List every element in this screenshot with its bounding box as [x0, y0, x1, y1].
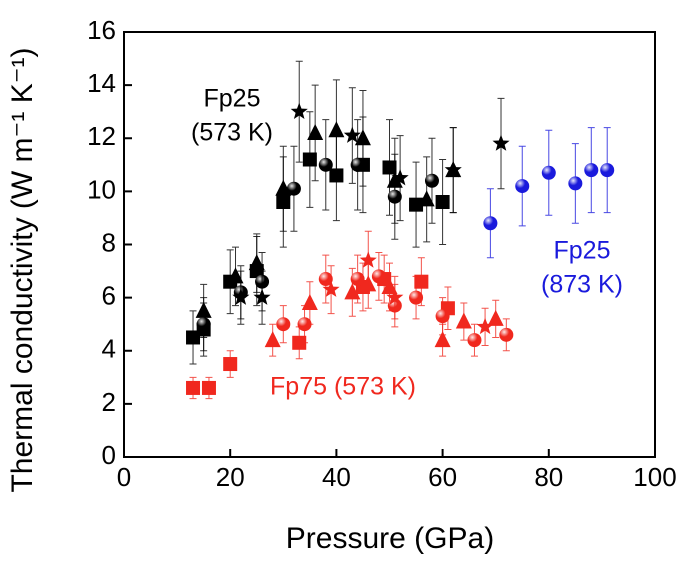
marker-square	[409, 197, 424, 212]
marker-square	[302, 152, 317, 167]
marker-square	[292, 335, 307, 350]
y-tick-label: 16	[87, 15, 116, 45]
marker-highlight	[515, 179, 530, 194]
marker-triangle	[344, 283, 361, 300]
marker-highlight	[568, 176, 583, 191]
x-tick-label: 40	[322, 462, 351, 492]
marker-star	[343, 126, 361, 143]
x-tick-label: 100	[633, 462, 676, 492]
x-tick-label: 80	[534, 462, 563, 492]
marker-highlight	[435, 309, 450, 324]
marker-triangle	[381, 278, 398, 294]
y-tick-label: 10	[87, 174, 116, 204]
marker-square	[382, 160, 397, 175]
marker-triangle	[328, 121, 345, 138]
marker-triangle	[354, 129, 371, 146]
marker-highlight	[387, 189, 402, 204]
marker-square	[414, 274, 429, 289]
y-tick-label: 4	[102, 334, 116, 364]
marker-highlight	[483, 216, 498, 231]
marker-star	[476, 317, 494, 335]
marker-triangle	[418, 190, 435, 207]
marker-triangle	[455, 312, 472, 329]
y-tick-label: 12	[87, 121, 116, 151]
y-tick-label: 8	[102, 227, 116, 257]
marker-highlight	[350, 157, 365, 172]
marker-highlight	[424, 173, 439, 188]
marker-triangle	[434, 331, 451, 348]
marker-highlight	[286, 181, 301, 196]
marker-square	[201, 380, 216, 395]
marker-triangle	[275, 179, 292, 196]
y-tick-label: 6	[102, 281, 116, 311]
x-tick-label: 20	[216, 462, 245, 492]
x-tick-label: 60	[428, 462, 457, 492]
y-tick-label: 14	[87, 68, 116, 98]
x-tick-label: 0	[117, 462, 131, 492]
annotation: Fp75 (573 K)	[270, 373, 416, 401]
marker-square	[186, 330, 201, 345]
y-tick-label: 0	[102, 440, 116, 470]
y-tick-label: 2	[102, 387, 116, 417]
marker-star	[253, 288, 271, 305]
marker-highlight	[541, 165, 556, 180]
marker-highlight	[467, 333, 482, 348]
marker-triangle	[248, 254, 265, 271]
marker-square	[435, 195, 450, 209]
annotation: Fp25	[554, 237, 611, 265]
marker-highlight	[196, 317, 211, 332]
marker-star	[322, 280, 340, 297]
marker-star	[444, 161, 462, 178]
marker-triangle	[227, 267, 244, 284]
marker-highlight	[499, 327, 514, 342]
marker-triangle	[307, 123, 324, 140]
marker-highlight	[297, 317, 312, 332]
marker-triangle	[487, 309, 504, 326]
marker-highlight	[318, 157, 333, 172]
marker-star	[391, 169, 409, 186]
marker-highlight	[276, 317, 291, 332]
marker-highlight	[600, 163, 615, 178]
marker-highlight	[318, 272, 333, 287]
marker-highlight	[584, 163, 599, 178]
annotation: Fp25	[204, 85, 261, 113]
marker-star	[492, 134, 510, 151]
annotation: (873 K)	[541, 271, 623, 299]
marker-triangle	[264, 331, 281, 348]
marker-highlight	[409, 290, 424, 305]
marker-star	[359, 251, 377, 268]
x-axis-label: Pressure (GPa)	[286, 522, 494, 555]
marker-star	[290, 102, 308, 119]
marker-highlight	[350, 272, 365, 287]
annotation: (573 K)	[191, 119, 273, 147]
marker-square	[223, 357, 238, 372]
y-axis-label: Thermal conductivity (W m⁻¹ K⁻¹)	[6, 47, 39, 492]
marker-star	[386, 288, 404, 305]
marker-highlight	[371, 269, 386, 284]
marker-square	[186, 380, 201, 395]
marker-star	[232, 288, 250, 305]
